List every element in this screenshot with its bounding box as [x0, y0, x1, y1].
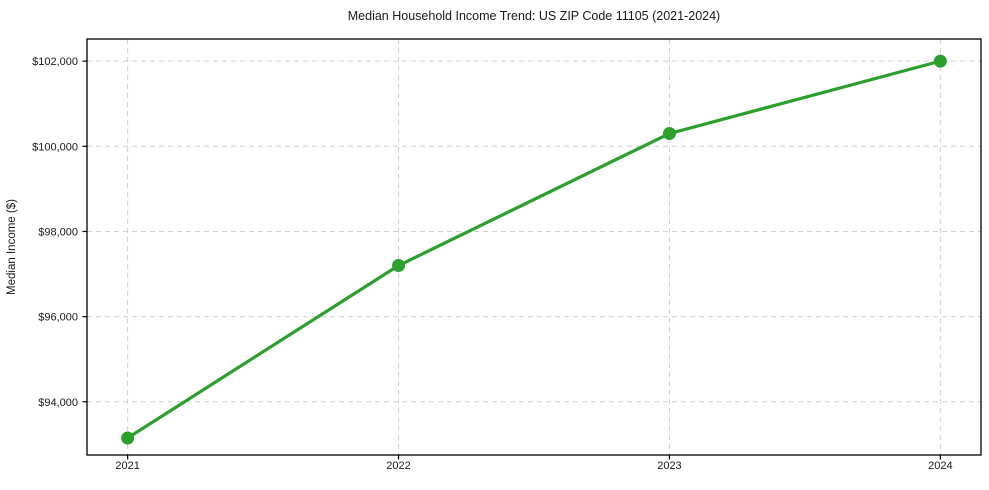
- y-axis-tick-labels: $94,000 $96,000 $98,000 $100,000 $102,000: [32, 56, 78, 409]
- x-tick-label: 2024: [928, 460, 952, 472]
- y-tick-label: $94,000: [38, 397, 78, 409]
- gridlines: [87, 39, 981, 455]
- y-tick-label: $98,000: [38, 226, 78, 238]
- y-tick-label: $96,000: [38, 312, 78, 324]
- plot-border: [86, 38, 982, 456]
- x-tick-label: 2022: [386, 460, 410, 472]
- income-trend-line: [126, 59, 942, 440]
- axis-ticks: [82, 60, 941, 460]
- data-point-marker: [392, 259, 406, 273]
- trend-line: [126, 59, 942, 440]
- data-point-marker: [933, 54, 947, 68]
- chart-title: Median Household Income Trend: US ZIP Co…: [348, 9, 720, 23]
- data-point-marker: [662, 127, 676, 141]
- y-axis-label: Median Income ($): [6, 199, 18, 295]
- data-point-marker: [121, 431, 135, 445]
- y-tick-label: $100,000: [32, 141, 78, 153]
- data-points: [121, 54, 947, 445]
- x-tick-label: 2021: [115, 460, 139, 472]
- y-tick-label: $102,000: [32, 56, 78, 68]
- x-tick-label: 2023: [657, 460, 681, 472]
- x-axis-tick-labels: 2021 2022 2023 2024: [115, 460, 952, 472]
